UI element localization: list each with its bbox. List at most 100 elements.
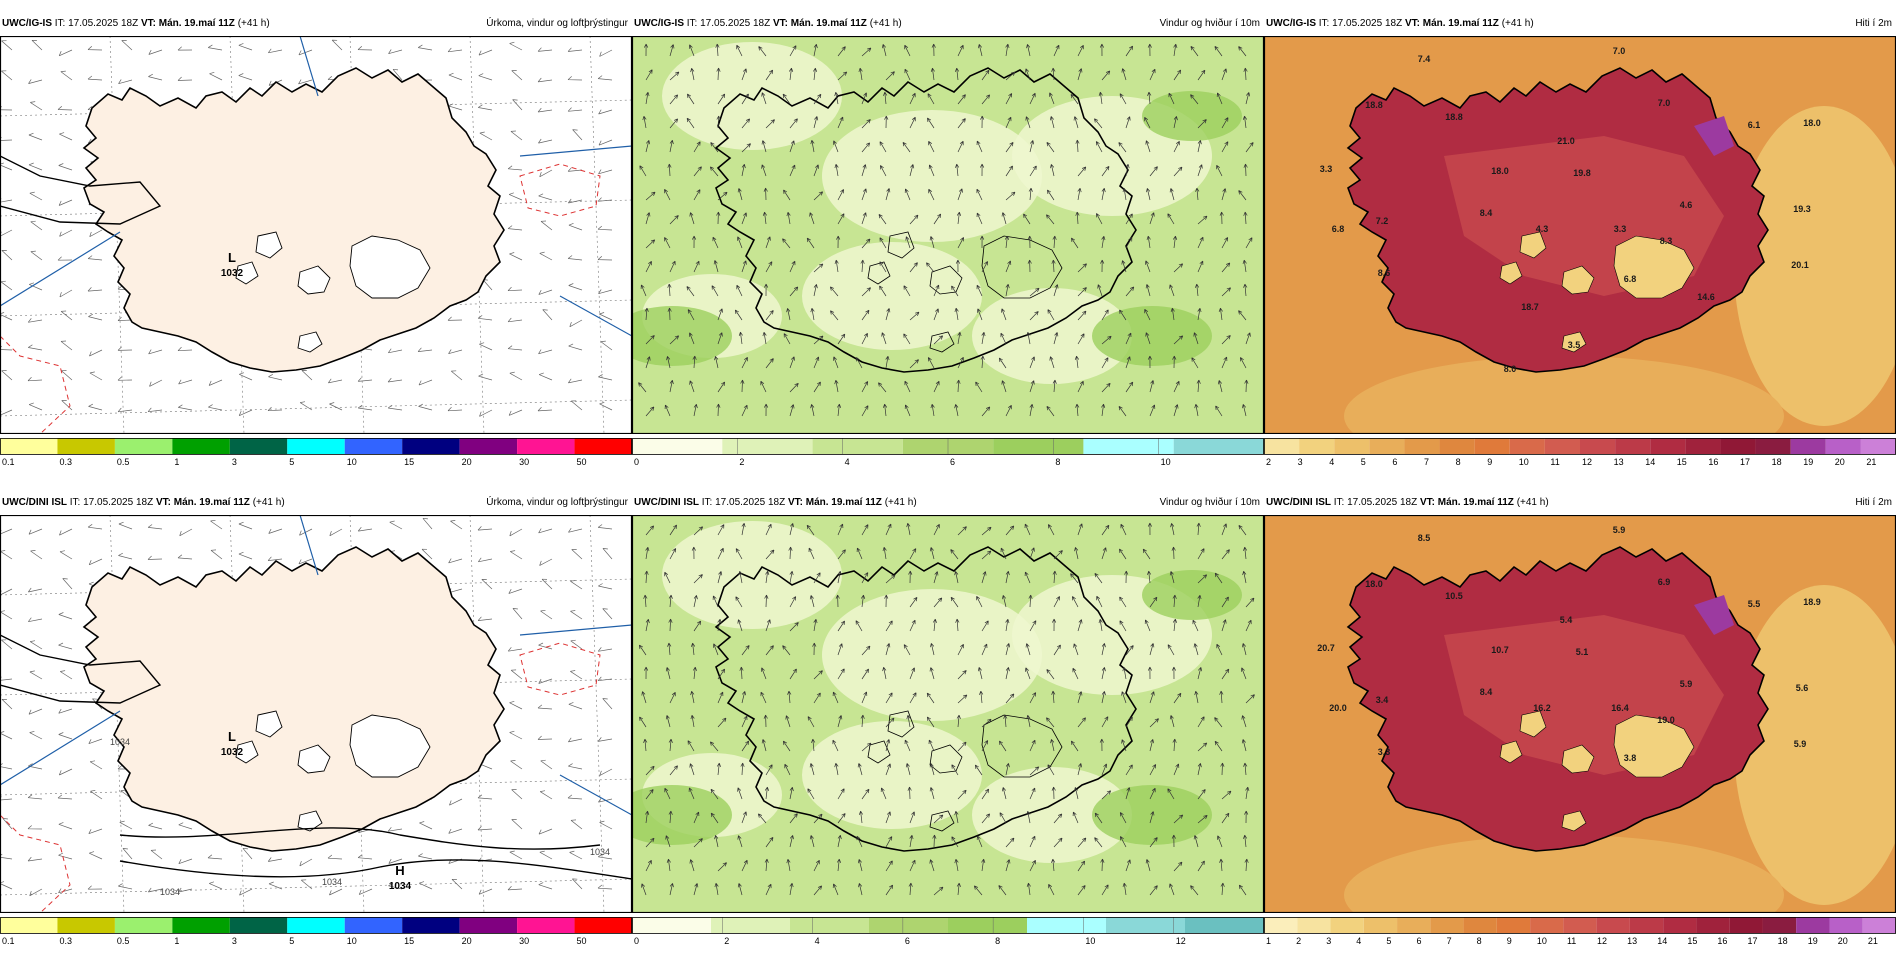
colorbar-swatch [1173, 438, 1264, 454]
colorbar-tick-label: 19 [1808, 936, 1818, 946]
colorbar-swatch [1650, 438, 1686, 454]
glacier [1499, 261, 1523, 285]
colorbar-tick-label: 17 [1748, 936, 1758, 946]
temperature-label: 7.0 [1613, 46, 1626, 56]
colorbar-tick-label: 0.3 [59, 936, 72, 946]
colorbar-tick-label: 21 [1866, 457, 1876, 467]
iceland-coastline [714, 67, 1137, 373]
panel-dini-wind: UWC/DINI ISL IT: 17.05.2025 18Z VT: Mán.… [632, 493, 1264, 953]
map-canvas: 7.0 7.4 18.8 18.8 7.0 6.1 18.0 3.3 18.0 19.8 21.0 4… [1264, 36, 1896, 434]
temperature-label: 8.3 [1660, 236, 1673, 246]
wind-speed-area [802, 242, 982, 350]
colorbar-swatch [1825, 438, 1861, 454]
colorbar-tick-label: 8 [1055, 457, 1060, 467]
field-name: Hiti í 2m [1855, 497, 1892, 508]
temperature-label: 5.1 [1576, 647, 1589, 657]
map-frame [632, 515, 1264, 913]
panel-dini-precip: UWC/DINI ISL IT: 17.05.2025 18Z VT: Mán.… [0, 493, 632, 953]
glacier [255, 231, 283, 259]
glacier [297, 810, 323, 832]
colorbar-swatch [0, 917, 58, 933]
colorbar-swatch [1083, 438, 1174, 454]
colorbar-swatch [1334, 438, 1370, 454]
temperature-label: 18.0 [1491, 166, 1509, 176]
isobar [119, 859, 632, 880]
pressure-center-value: 1032 [221, 747, 244, 758]
temperature-label: 8.6 [1378, 268, 1391, 278]
colorbar-tick-label: 7 [1447, 936, 1452, 946]
temperature-zone [1344, 835, 1784, 913]
colorbar-tick-label: 15 [1677, 457, 1687, 467]
temperature-label: 3.3 [1378, 747, 1391, 757]
field-name: Úrkoma, vindur og loftþrýstingur [486, 18, 628, 29]
longitude-line [589, 515, 605, 913]
colorbar-tick-label: 3 [232, 936, 237, 946]
temperature-label: 7.2 [1376, 216, 1389, 226]
wind-speed-area [822, 110, 1042, 242]
colorbar-swatch [287, 917, 345, 933]
glacier [235, 740, 259, 764]
colorbar-tick-label: 18 [1778, 936, 1788, 946]
glacier [349, 235, 431, 299]
colorbar-swatch [632, 917, 711, 933]
colorbar-swatch [1297, 917, 1331, 933]
colorbar-tick-label: 12 [1597, 936, 1607, 946]
colorbar-swatch [1860, 438, 1896, 454]
boundary-line [519, 624, 632, 636]
wind-speed-area [1142, 91, 1242, 141]
temperature-label: 14.6 [1697, 292, 1715, 302]
colorbar-tick-label: 30 [519, 936, 529, 946]
colorbar-swatch [1790, 438, 1826, 454]
boundary-line [519, 145, 632, 157]
colorbar-tick-label: 18 [1772, 457, 1782, 467]
colorbar-swatch [1580, 438, 1616, 454]
colorbar-tick-label: 1 [1266, 936, 1271, 946]
temperature-label: 18.8 [1365, 100, 1383, 110]
colorbar-tick-label: 0 [634, 457, 639, 467]
isobar [0, 155, 162, 225]
colorbar-tick-label: 0.1 [2, 457, 15, 467]
colorbar-tick-label: 0.5 [117, 936, 130, 946]
colorbar-tick-label: 13 [1627, 936, 1637, 946]
colorbar-tick-label: 15 [404, 457, 414, 467]
temperature-label: 5.4 [1560, 615, 1573, 625]
colorbar-swatch [287, 438, 345, 454]
field-name: Úrkoma, vindur og loftþrýstingur [486, 497, 628, 508]
colorbar-tick-label: 9 [1487, 457, 1492, 467]
colorbar-swatch [1663, 917, 1697, 933]
colorbar-swatch [1596, 917, 1630, 933]
precip-map: L 1032 [0, 36, 632, 434]
model-name: UWC/IG-IS [634, 18, 684, 29]
glacier [297, 265, 331, 295]
glacier [1613, 235, 1695, 299]
glacier [1499, 740, 1523, 764]
colorbar-tick-label: 1 [174, 936, 179, 946]
colorbar-frame [632, 917, 1264, 934]
panel-igis-precip: UWC/IG-IS IT: 17.05.2025 18Z VT: Mán. 19… [0, 14, 632, 474]
colorbar-tick-label: 6 [1392, 457, 1397, 467]
colorbar-graphic: 1 2 3 4 5 6 7 8 9 10 11 12 13 14 15 16 17 18 19 20 21 [1264, 917, 1896, 946]
temperature-label: 8.0 [1504, 364, 1517, 374]
colorbar-swatch [517, 438, 575, 454]
wind-speed-area [972, 288, 1132, 384]
colorbar-swatch [632, 438, 723, 454]
colorbar-tick-label: 20 [462, 936, 472, 946]
colorbar-swatch [1027, 917, 1106, 933]
colorbar-tick-label: 6 [905, 936, 910, 946]
wind-speed-area [1092, 306, 1212, 366]
colorbar-tick-label: 10 [1161, 457, 1171, 467]
colorbar-swatch [1185, 917, 1264, 933]
field-name: Vindur og hviður í 10m [1159, 497, 1260, 508]
temperature-label: 3.8 [1624, 753, 1637, 763]
wind-map [632, 515, 1264, 913]
boundary-line [299, 515, 319, 576]
colorbar-swatch [1264, 917, 1298, 933]
temperature-label: 8.4 [1480, 687, 1493, 697]
colorbar-swatch [1439, 438, 1475, 454]
colorbar-tick-label: 0.1 [2, 936, 15, 946]
colorbar-tick-label: 10 [347, 457, 357, 467]
temperature-label: 18.0 [1803, 118, 1821, 128]
temperature-zone [1344, 356, 1784, 434]
colorbar-tick-label: 20 [1835, 457, 1845, 467]
valid-time: VT: Mán. 19.maí 11Z [140, 18, 235, 29]
